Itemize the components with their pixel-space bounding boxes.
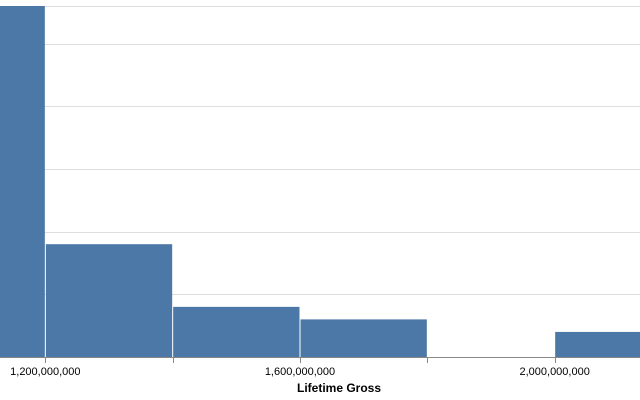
histogram-bar (300, 319, 427, 357)
gridlines (0, 6, 640, 295)
bars (0, 6, 640, 357)
histogram-bar (0, 6, 45, 357)
histogram-bar (45, 244, 173, 357)
x-tick-label: 2,000,000,000 (519, 366, 589, 378)
x-axis: 1,200,000,0001,600,000,0002,000,000,0002… (0, 357, 640, 378)
x-axis-title: Lifetime Gross (297, 381, 381, 395)
x-tick-label: 1,600,000,000 (265, 366, 335, 378)
x-tick-label: 1,200,000,000 (10, 366, 80, 378)
histogram-bar (555, 331, 640, 357)
histogram-bar (173, 306, 300, 357)
